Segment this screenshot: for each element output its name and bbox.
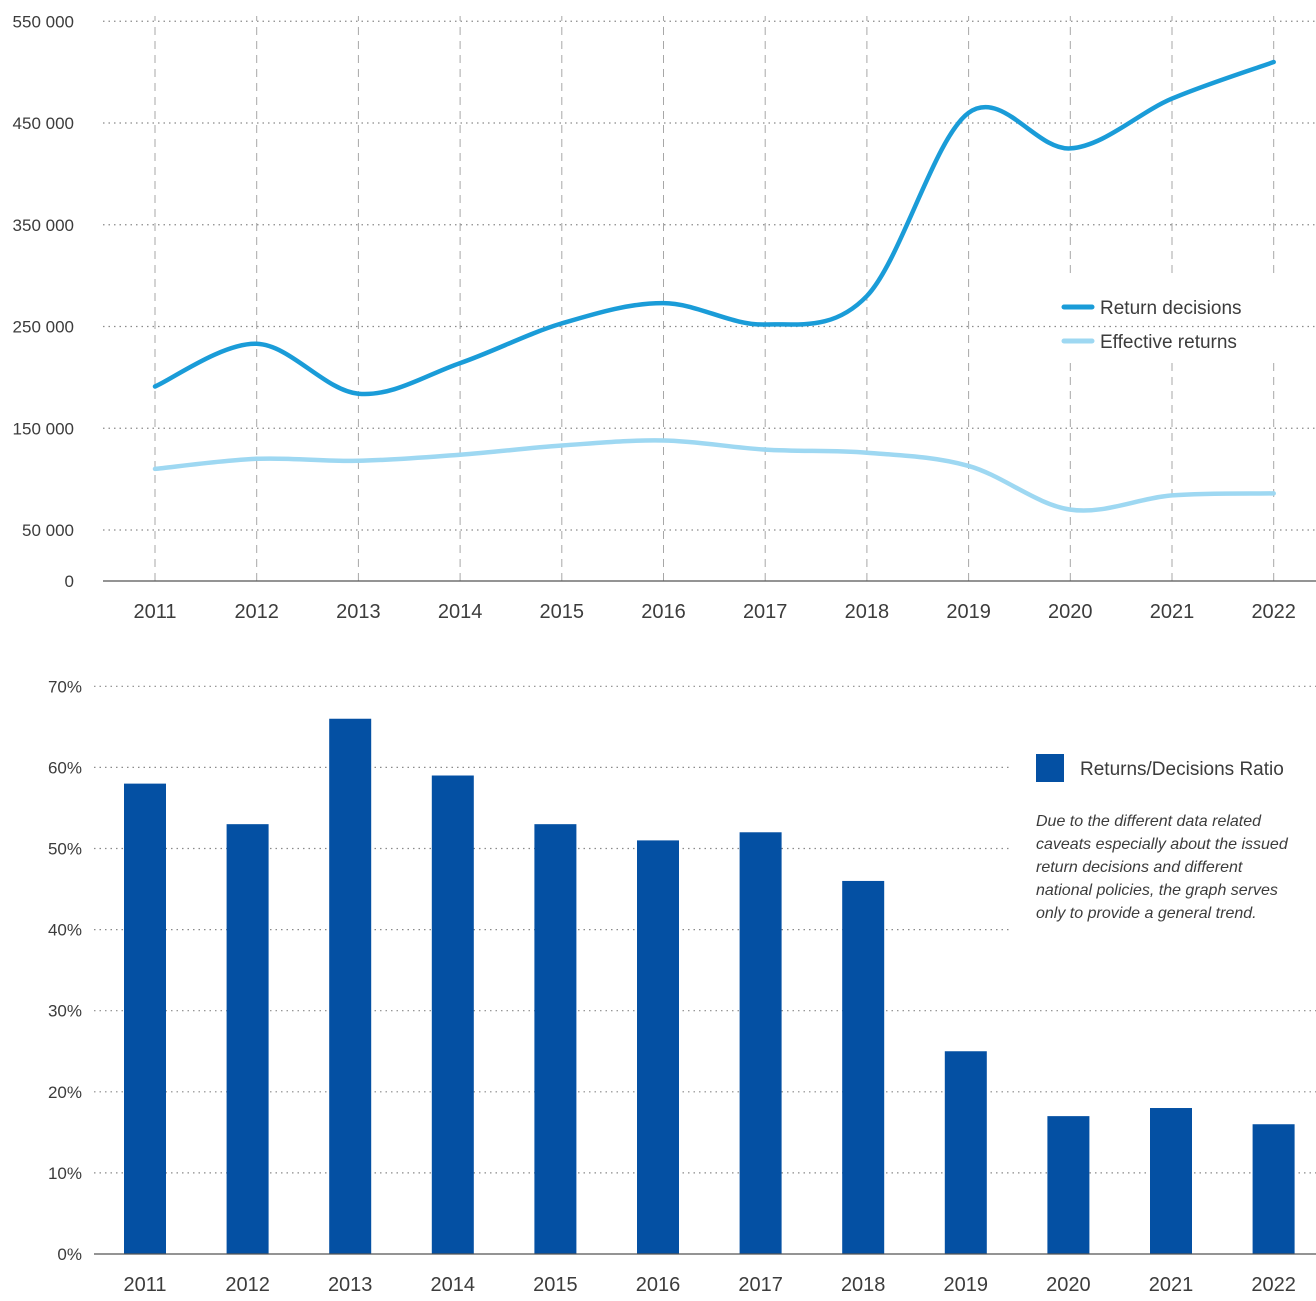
x-tick-label: 2011 [133, 601, 176, 623]
x-tick-label: 2013 [336, 601, 381, 623]
bar [227, 824, 269, 1254]
y-tick-label: 0% [57, 1245, 82, 1264]
bar [329, 719, 371, 1254]
chart-note: Due to the different data related caveat… [1036, 810, 1298, 925]
y-tick-label: 150 000 [13, 419, 74, 438]
y-tick-label: 20% [48, 1083, 82, 1102]
legend-swatch [1036, 754, 1064, 782]
x-tick-label: 2014 [431, 1274, 476, 1296]
x-tick-label: 2022 [1251, 601, 1296, 623]
x-tick-label: 2011 [123, 1274, 166, 1296]
bar [1150, 1108, 1192, 1254]
y-tick-label: 30% [48, 1002, 82, 1021]
x-tick-label: 2016 [641, 601, 686, 623]
bar [1253, 1124, 1295, 1254]
y-tick-label: 550 000 [13, 12, 74, 31]
x-tick-label: 2018 [845, 601, 890, 623]
x-tick-label: 2017 [743, 601, 788, 623]
bar [432, 776, 474, 1254]
bar [740, 832, 782, 1254]
x-tick-label: 2020 [1046, 1274, 1091, 1296]
x-tick-label: 2015 [533, 1274, 578, 1296]
x-tick-label: 2021 [1150, 601, 1195, 623]
x-tick-label: 2018 [841, 1274, 886, 1296]
x-tick-label: 2022 [1251, 1274, 1296, 1296]
legend-label: Returns/Decisions Ratio [1080, 759, 1284, 780]
y-tick-label: 50 000 [22, 521, 74, 540]
x-tick-label: 2020 [1048, 601, 1093, 623]
y-tick-label: 10% [48, 1164, 82, 1183]
y-tick-label: 250 000 [13, 318, 74, 337]
bar [842, 881, 884, 1254]
x-tick-label: 2013 [328, 1274, 373, 1296]
x-tick-label: 2017 [738, 1274, 783, 1296]
x-tick-label: 2015 [540, 601, 585, 623]
y-tick-label: 40% [48, 921, 82, 940]
bar [534, 824, 576, 1254]
legend-label: Return decisions [1100, 298, 1242, 319]
y-tick-label: 70% [48, 677, 82, 696]
line-chart: 0 50 000 150 000 250 000 350 000 450 000 550 0… [13, 12, 1316, 623]
x-tick-label: 2019 [944, 1274, 989, 1296]
y-tick-label: 450 000 [13, 114, 74, 133]
legend-label: Effective returns [1100, 332, 1237, 353]
bar [637, 840, 679, 1254]
series-line-effective-returns [155, 440, 1274, 510]
x-tick-label: 2019 [946, 601, 991, 623]
x-tick-label: 2012 [234, 601, 279, 623]
x-tick-label: 2021 [1149, 1274, 1194, 1296]
y-tick-label: 50% [48, 840, 82, 859]
y-tick-label: 0 [65, 572, 74, 591]
bar [1047, 1116, 1089, 1254]
y-tick-label: 350 000 [13, 216, 74, 235]
x-tick-label: 2012 [225, 1274, 270, 1296]
bar-chart: 0% 10% 20% 30% 40% 50% 60% 70% 2011 2012 2013 2014 2… [48, 677, 1316, 1296]
x-tick-label: 2016 [636, 1274, 681, 1296]
bar [945, 1051, 987, 1254]
y-tick-label: 60% [48, 758, 82, 777]
bar [124, 784, 166, 1254]
x-tick-label: 2014 [438, 601, 483, 623]
